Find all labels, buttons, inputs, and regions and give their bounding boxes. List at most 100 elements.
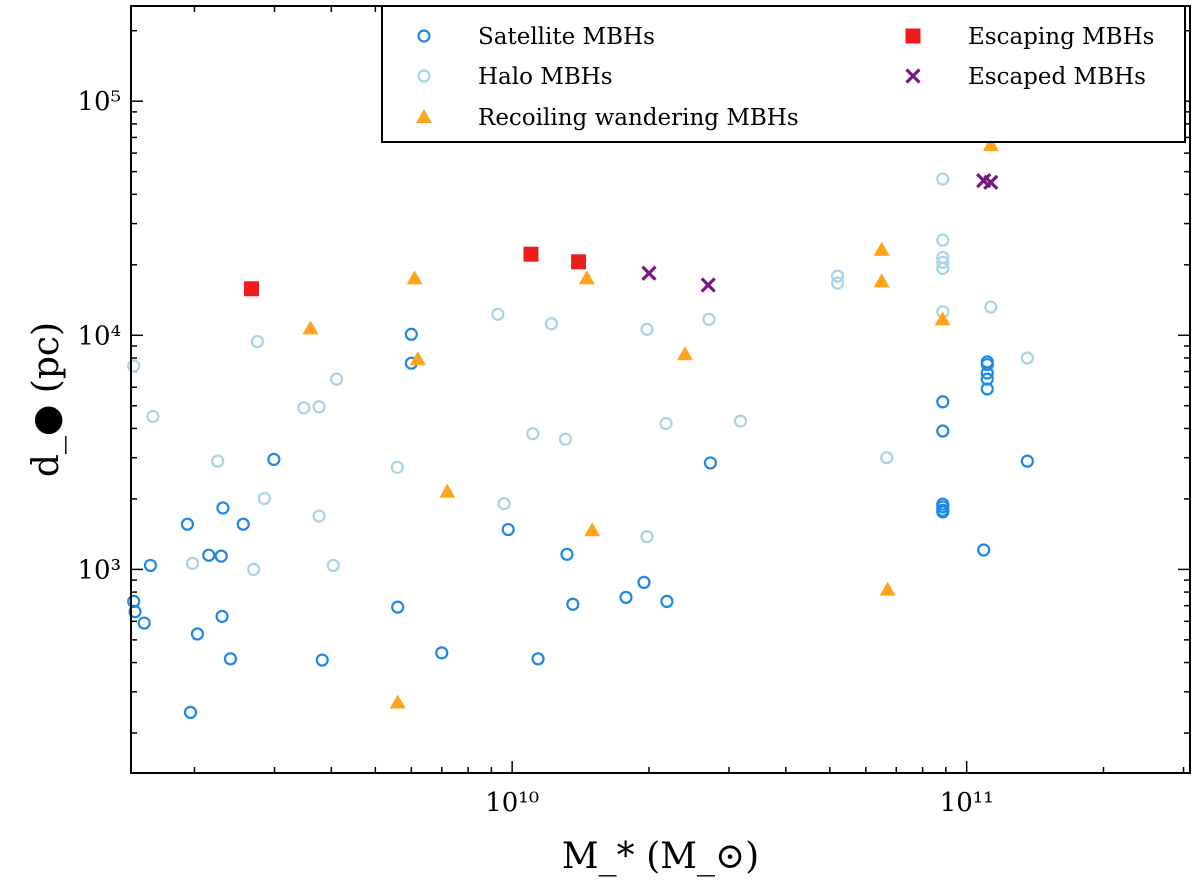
- satellite-mbhs-point: [560, 547, 574, 561]
- halo-mbhs-point: [247, 562, 261, 577]
- satellite-mbhs-point: [936, 424, 950, 438]
- satellite-mbhs-point: [980, 372, 994, 386]
- satellite-mbhs-point: [936, 395, 950, 409]
- satellite-mbhs-point: [216, 501, 230, 515]
- legend-marker: [417, 69, 431, 83]
- recoiling-wandering-mbhs-point: [389, 694, 406, 709]
- escaping-mbhs-point: [523, 246, 539, 262]
- satellite-mbhs-point: [190, 627, 205, 641]
- recoiling-wandering-mbhs-point: [934, 311, 951, 326]
- satellite-mbhs-point: [404, 327, 418, 341]
- legend-marker: [417, 29, 431, 43]
- satellite-mbhs-point: [315, 653, 329, 667]
- halo-mbhs-point: [330, 372, 344, 386]
- legend-box: [381, 5, 1186, 143]
- recoiling-wandering-mbhs-point: [409, 351, 426, 366]
- marker-stroke: [700, 277, 716, 293]
- x-axis-label: M_* (M_⊙): [562, 836, 759, 877]
- satellite-mbhs-point: [501, 522, 515, 537]
- marker-stroke: [641, 265, 657, 281]
- halo-mbhs-point: [936, 233, 950, 247]
- satellite-mbhs-point: [183, 705, 198, 720]
- marker-stroke: [976, 172, 992, 189]
- halo-mbhs-point: [936, 261, 950, 276]
- satellite-mbhs-point: [980, 357, 994, 372]
- satellite-mbhs-point: [214, 549, 228, 563]
- escaping-mbhs-point: [571, 254, 587, 270]
- recoiling-wandering-mbhs-point: [578, 270, 595, 285]
- recoiling-wandering-mbhs-point: [982, 136, 999, 151]
- legend-label: Halo MBHs: [478, 64, 613, 90]
- halo-mbhs-point: [250, 334, 264, 349]
- halo-mbhs-point: [1020, 351, 1034, 365]
- escaped-mbhs-point: [700, 277, 716, 293]
- halo-mbhs-point: [526, 427, 540, 441]
- halo-mbhs-point: [640, 530, 654, 544]
- halo-mbhs-point: [702, 312, 716, 326]
- halo-mbhs-point: [312, 509, 326, 523]
- halo-mbhs-point: [880, 451, 894, 465]
- halo-mbhs-point: [390, 460, 404, 474]
- recoiling-wandering-mbhs-point: [676, 346, 693, 361]
- halo-mbhs-point: [297, 401, 311, 415]
- marker-stroke: [905, 68, 921, 84]
- satellite-mbhs-point: [1020, 454, 1034, 468]
- recoiling-wandering-mbhs-point: [406, 270, 423, 285]
- satellite-mbhs-point: [267, 452, 281, 467]
- recoiling-wandering-mbhs-point: [873, 241, 890, 256]
- y-tick-label: 10³: [77, 555, 121, 585]
- halo-mbhs-point: [257, 491, 271, 506]
- data-points: [127, 136, 1034, 720]
- satellite-mbhs-point: [202, 548, 216, 562]
- satellite-mbhs-point: [128, 605, 142, 619]
- halo-mbhs-point: [312, 400, 326, 414]
- legend-marker: [905, 28, 921, 44]
- satellite-mbhs-point: [566, 597, 580, 611]
- satellite-mbhs-point: [703, 456, 718, 470]
- halo-mbhs-point: [659, 416, 673, 431]
- recoiling-wandering-mbhs-point: [584, 522, 601, 537]
- satellite-mbhs-point: [531, 652, 545, 666]
- escaped-mbhs-point: [983, 174, 999, 190]
- halo-mbhs-point: [984, 300, 998, 314]
- satellite-mbhs-point: [180, 517, 195, 531]
- satellite-mbhs-point: [143, 558, 158, 573]
- legend: Satellite MBHs Halo MBHs Recoiling wanderi…: [381, 5, 1186, 143]
- halo-mbhs-point: [211, 454, 225, 468]
- axis-ticks: 10¹⁰ 10¹¹ 10³ 10⁴ 10⁵: [77, 6, 1190, 818]
- legend-marker: [416, 109, 432, 123]
- legend-label: Recoiling wandering MBHs: [478, 105, 799, 131]
- halo-mbhs-point: [640, 322, 654, 336]
- satellite-mbhs-point: [391, 600, 405, 614]
- halo-mbhs-point: [146, 409, 160, 424]
- marker-stroke: [983, 174, 999, 190]
- y-axis-label: d_● (pc): [26, 322, 67, 477]
- satellite-mbhs-point: [223, 652, 238, 666]
- recoiling-wandering-mbhs-point: [439, 483, 456, 498]
- halo-mbhs-point: [127, 359, 141, 373]
- satellite-mbhs-point: [980, 382, 994, 396]
- satellite-mbhs-point: [435, 646, 449, 660]
- satellite-mbhs-point: [619, 590, 633, 604]
- escaped-mbhs-point: [641, 265, 657, 281]
- satellite-mbhs-point: [637, 575, 651, 589]
- halo-mbhs-point: [830, 276, 845, 290]
- halo-mbhs-point: [491, 307, 505, 321]
- satellite-mbhs-point: [936, 505, 950, 519]
- recoiling-wandering-mbhs-point: [302, 320, 319, 335]
- axis-labels: M_* (M_⊙) d_● (pc): [26, 322, 759, 877]
- halo-mbhs-point: [830, 269, 845, 283]
- satellite-mbhs-point: [980, 366, 994, 380]
- legend-label: Escaping MBHs: [968, 24, 1154, 50]
- satellite-mbhs-point: [215, 609, 229, 623]
- halo-mbhs-point: [497, 497, 511, 511]
- y-tick-label: 10⁵: [77, 87, 121, 117]
- satellite-mbhs-point: [137, 616, 151, 630]
- halo-mbhs-point: [558, 432, 573, 446]
- legend-label: Satellite MBHs: [478, 24, 655, 50]
- halo-mbhs-point: [936, 255, 950, 269]
- halo-mbhs-point: [936, 172, 950, 186]
- x-tick-label: 10¹⁰: [485, 788, 539, 818]
- recoiling-wandering-mbhs-point: [873, 273, 890, 288]
